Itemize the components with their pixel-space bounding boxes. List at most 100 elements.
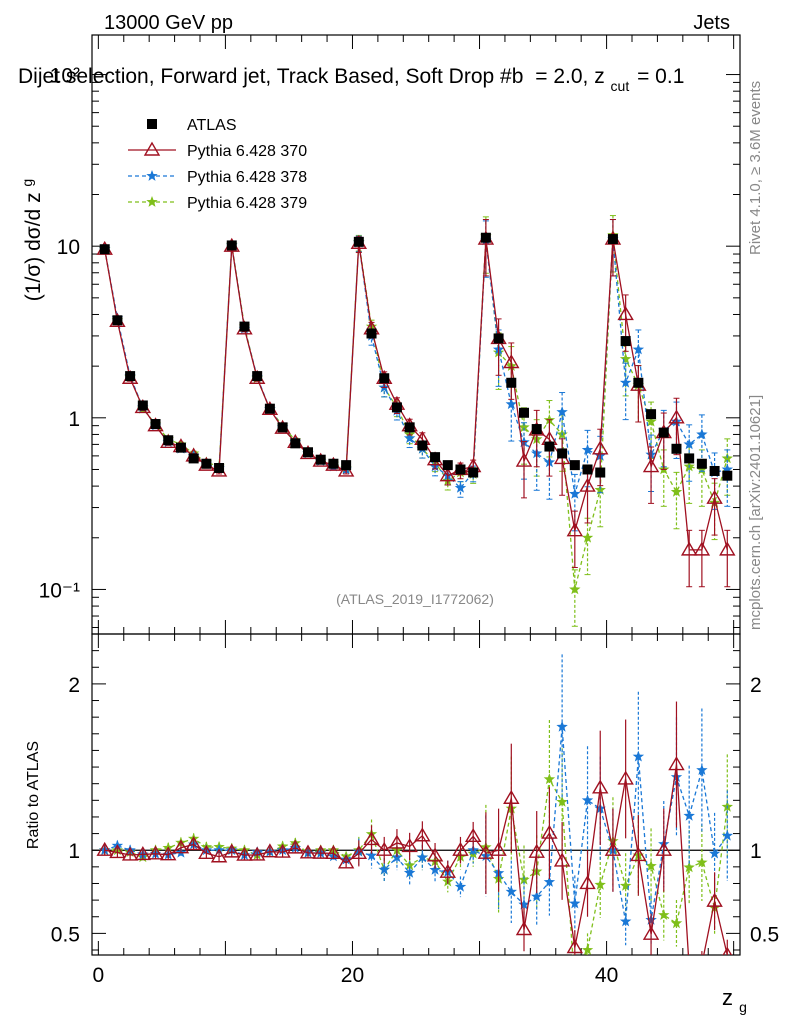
ratio-point-p378 [556,720,568,732]
data-point-p378 [696,428,708,440]
data-point-p379 [645,415,657,427]
data-point-p379 [518,421,530,433]
data-point-atlas [531,424,542,435]
ratio-point-p378 [531,890,543,902]
ratio-point-p378 [683,809,695,821]
ratio-point-p370 [477,844,495,859]
data-point-p378 [569,488,581,499]
data-point-atlas [646,409,657,420]
chart-title-cut: cut [611,78,630,94]
ratio-point-p370 [363,831,380,846]
chart-title-end: = 0.1 [637,65,684,88]
data-point-atlas [112,315,123,326]
ratio-tick-label: 0.5 [51,923,80,946]
ratio-point-p370 [261,843,279,858]
ratio-point-p379 [658,909,670,920]
y-tick-label: 10 [57,236,80,259]
ratio-point-p378 [403,866,416,878]
ratio-point-p370 [185,836,202,851]
data-point-atlas [353,236,364,247]
x-tick-label: 40 [595,964,618,987]
data-point-atlas [239,321,250,332]
legend-marker-atlas [147,119,157,129]
ratio-point-p370 [617,770,634,785]
data-point-atlas [277,422,288,433]
ratio-point-p370 [325,844,342,859]
ratio-point-p378 [124,844,136,856]
ratio-point-p378 [416,851,429,863]
data-point-p378 [721,463,733,475]
data-point-atlas [607,234,618,245]
data-point-p378 [581,443,594,455]
ratio-point-p370 [630,847,647,862]
svg-text:Dijet selection, Forward jet,: Dijet selection, Forward jet, Track Base… [18,65,684,96]
ratio-axis-label: Ratio to ATLAS [25,741,42,849]
data-point-p370 [719,541,736,556]
data-point-atlas [671,443,682,454]
data-point-p370 [439,467,456,482]
ratio-panel: 0 20 40 0.5 0.5 1 1 2 2 [51,633,779,987]
svg-text:z g: z g [722,985,747,1015]
ratio-point-p378 [454,880,467,892]
data-point-atlas [722,470,733,481]
ratio-point-p370 [134,846,152,861]
data-point-atlas [404,422,415,433]
data-point-atlas [493,333,504,344]
data-point-atlas [188,453,199,464]
data-point-p370 [592,440,609,455]
data-point-atlas [658,427,669,438]
data-point-atlas [341,460,352,471]
ratio-point-p370 [414,827,431,842]
ratio-point-p379 [645,860,657,871]
data-point-atlas [214,462,225,473]
data-point-atlas [633,377,644,388]
mcplots-label: mcplots.cern.ch [arXiv:2401.10621] [747,395,764,630]
y-tick-label: 10⁻¹ [39,579,80,602]
data-point-atlas [468,467,479,478]
x-axis-label-sub: g [739,999,747,1015]
ratio-line-p378 [104,726,728,922]
data-point-atlas [684,453,695,464]
data-point-atlas [99,244,110,255]
data-point-atlas [290,438,301,449]
data-point-atlas [620,336,631,347]
ratio-point-p370 [452,841,469,856]
data-point-atlas [379,373,390,384]
ratio-point-p370 [109,844,126,859]
x-axis-label: z g [722,985,747,1015]
ratio-point-p370 [439,863,456,878]
data-point-p370 [617,306,634,321]
ratio-point-p379 [594,878,606,890]
data-point-p378 [454,482,467,493]
data-point-atlas [252,371,263,382]
y-axis-label: (1/σ) dσ/d z g [19,179,45,301]
data-point-p379 [619,353,632,364]
ratio-point-p370 [541,824,558,839]
data-point-p379 [696,463,708,475]
data-point-atlas [137,400,148,411]
ratio-point-p370 [198,844,215,859]
data-point-p379 [569,583,581,595]
ratio-point-p370 [376,841,393,856]
data-point-atlas [709,465,720,476]
ratio-point-p379 [543,773,556,785]
data-point-atlas [519,407,529,418]
ratio-point-p370 [722,946,733,955]
data-point-atlas [264,403,275,414]
data-point-atlas [569,460,580,471]
ratio-point-p370 [706,892,723,907]
legend-marker-p379 [146,196,158,207]
ratio-point-p370 [528,843,545,858]
ratio-point-p370 [350,844,368,860]
data-point-atlas [417,440,428,451]
ratio-point-p370 [121,846,139,861]
ratio-point-p370 [248,846,266,861]
ratio-point-p370 [172,839,190,854]
data-point-atlas [442,460,453,471]
data-point-p370 [693,541,711,556]
data-point-p378 [556,406,568,417]
x-tick-label: 0 [93,964,105,987]
ratio-tick-label-right: 0.5 [750,923,779,946]
data-point-p370 [668,409,685,424]
